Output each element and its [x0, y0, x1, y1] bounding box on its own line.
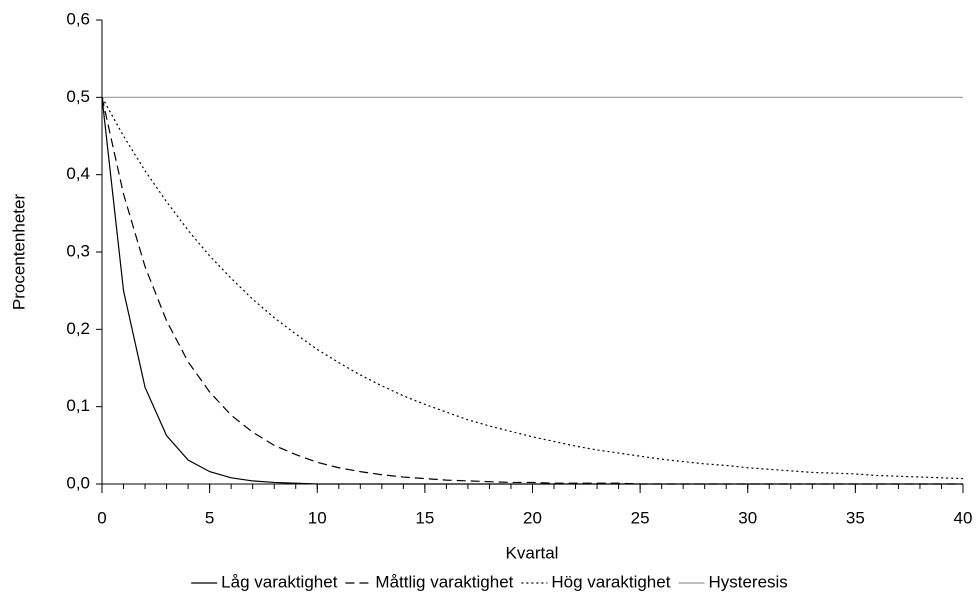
x-tick-label: 20 [523, 508, 542, 527]
y-axis-title: Procentenheter [9, 194, 28, 311]
y-tick-label: 0,6 [66, 9, 90, 28]
x-tick-label: 10 [308, 508, 327, 527]
y-tick-label: 0,2 [66, 319, 90, 338]
legend-label: Låg varaktighet [221, 572, 338, 591]
x-tick-label: 30 [738, 508, 757, 527]
y-tick-label: 0,5 [66, 87, 90, 106]
y-tick-label: 0,0 [66, 473, 90, 492]
x-tick-label: 40 [954, 508, 973, 527]
x-tick-label: 25 [631, 508, 650, 527]
x-axis-title: Kvartal [506, 543, 559, 562]
legend-label: Måttlig varaktighet [375, 572, 513, 591]
x-tick-label: 0 [97, 508, 106, 527]
y-tick-label: 0,3 [66, 241, 90, 260]
y-tick-label: 0,1 [66, 396, 90, 415]
legend-label: Hög varaktighet [551, 572, 670, 591]
x-tick-label: 35 [846, 508, 865, 527]
series-line [101, 97, 963, 485]
x-tick-label: 5 [205, 508, 214, 527]
series-line [101, 97, 963, 485]
y-tick-label: 0,4 [66, 164, 90, 183]
legend-label: Hysteresis [708, 572, 787, 591]
series-line [101, 97, 964, 480]
x-tick-label: 15 [415, 508, 434, 527]
